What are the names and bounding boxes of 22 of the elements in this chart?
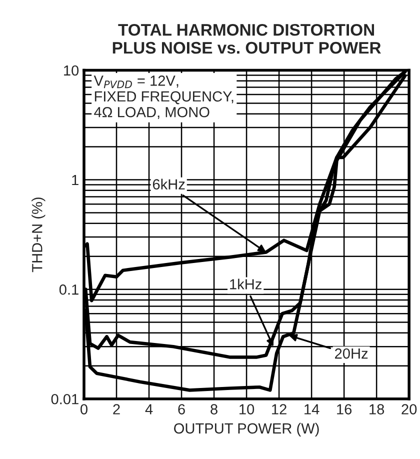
annotation: V$_{PVDD}$ = 12V, FIXED FREQUENCY, 4Ω LOAD, MONO xyxy=(94,76,234,120)
y-axis-title: THD+N (%) xyxy=(32,198,46,272)
y-tick-label: 1 xyxy=(72,175,78,186)
chart-title: TOTAL HARMONIC DISTORTION PLUS NOISE vs. OUTPUT POWER xyxy=(112,24,381,54)
y-tick-label: 10 xyxy=(64,65,79,76)
x-tick-label: 4 xyxy=(145,404,153,414)
x-tick-label: 6 xyxy=(178,404,185,414)
x-tick-label: 8 xyxy=(210,404,218,414)
y-tick-label: 0.01 xyxy=(51,394,78,404)
x-tick-label: 20 xyxy=(402,404,417,414)
x-tick-label: 2 xyxy=(113,404,120,414)
x-tick-label: 18 xyxy=(370,404,384,414)
x-tick-label: 10 xyxy=(240,404,254,414)
annotation: 1kHz xyxy=(230,278,262,290)
x-tick-label: 12 xyxy=(272,404,286,414)
x-tick-label: 14 xyxy=(304,404,320,414)
y-tick-label: 0.1 xyxy=(59,284,78,295)
x-axis-title: OUTPUT POWER (W) xyxy=(174,422,319,436)
annotation: 20Hz xyxy=(335,348,368,359)
x-tick-label: 0 xyxy=(80,404,88,414)
x-tick-label: 16 xyxy=(337,404,352,414)
annotation: 6kHz xyxy=(152,178,185,190)
